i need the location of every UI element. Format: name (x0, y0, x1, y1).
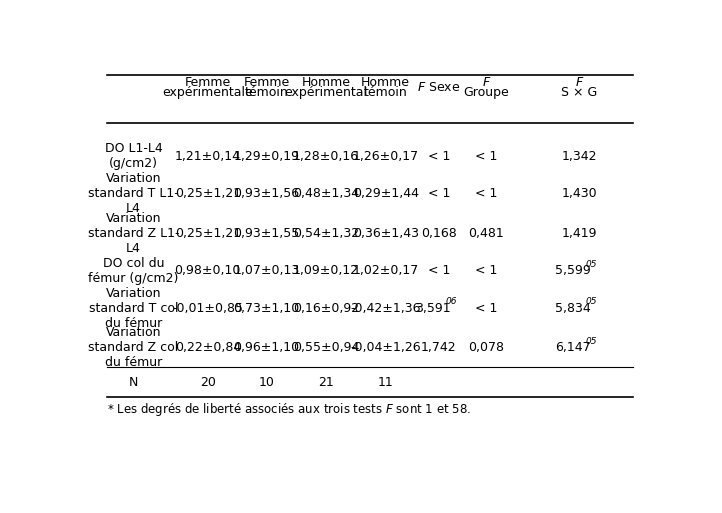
Text: $F$ Sexe: $F$ Sexe (417, 81, 461, 94)
Text: 10: 10 (258, 376, 274, 389)
Text: 0,25±1,21: 0,25±1,21 (175, 227, 241, 240)
Text: 0,22±0,84: 0,22±0,84 (175, 342, 241, 354)
Text: témoin: témoin (364, 86, 407, 99)
Text: 1,07±0,13: 1,07±0,13 (233, 264, 300, 278)
Text: expérimental: expérimental (284, 86, 367, 99)
Text: 1,21±0,14: 1,21±0,14 (175, 150, 240, 163)
Text: 0,96±1,10: 0,96±1,10 (233, 342, 300, 354)
Text: Homme: Homme (361, 75, 410, 89)
Text: DO col du
fémur (g/cm2): DO col du fémur (g/cm2) (88, 257, 179, 285)
Text: 0,93±1,56: 0,93±1,56 (233, 187, 300, 201)
Text: Femme: Femme (243, 75, 290, 89)
Text: 05: 05 (586, 260, 597, 269)
Text: < 1: < 1 (475, 187, 497, 201)
Text: 0,54±1,32: 0,54±1,32 (293, 227, 359, 240)
Text: 0,48±1,34: 0,48±1,34 (293, 187, 359, 201)
Text: 1,28±0,16: 1,28±0,16 (293, 150, 359, 163)
Text: < 1: < 1 (427, 187, 450, 201)
Text: < 1: < 1 (475, 150, 497, 163)
Text: 0,16±0,92: 0,16±0,92 (293, 302, 359, 315)
Text: 1,29±0,19: 1,29±0,19 (233, 150, 300, 163)
Text: 0,93±1,55: 0,93±1,55 (233, 227, 300, 240)
Text: témoin: témoin (245, 86, 288, 99)
Text: 0,36±1,43: 0,36±1,43 (352, 227, 419, 240)
Text: 1,419: 1,419 (562, 227, 597, 240)
Text: Groupe: Groupe (464, 86, 509, 99)
Text: S × G: S × G (561, 86, 597, 99)
Text: Homme: Homme (302, 75, 351, 89)
Text: 05: 05 (586, 337, 597, 346)
Text: 1,09±0,12: 1,09±0,12 (293, 264, 359, 278)
Text: < 1: < 1 (475, 302, 497, 315)
Text: 0,481: 0,481 (469, 227, 504, 240)
Text: 11: 11 (378, 376, 393, 389)
Text: Femme: Femme (185, 75, 231, 89)
Text: 1,430: 1,430 (562, 187, 597, 201)
Text: 0,73±1,10: 0,73±1,10 (233, 302, 300, 315)
Text: 1,342: 1,342 (562, 150, 597, 163)
Text: 05: 05 (586, 297, 597, 306)
Text: 0,078: 0,078 (469, 342, 505, 354)
Text: $F$: $F$ (575, 75, 584, 89)
Text: 5,834: 5,834 (554, 302, 591, 315)
Text: Variation
standard Z L1-
L4: Variation standard Z L1- L4 (88, 212, 179, 255)
Text: expérimentale: expérimentale (162, 86, 253, 99)
Text: 21: 21 (318, 376, 334, 389)
Text: N: N (129, 376, 139, 389)
Text: < 1: < 1 (427, 264, 450, 278)
Text: $F$: $F$ (482, 75, 491, 89)
Text: 1,02±0,17: 1,02±0,17 (352, 264, 419, 278)
Text: 1,26±0,17: 1,26±0,17 (352, 150, 419, 163)
Text: 0,98±0,10: 0,98±0,10 (175, 264, 241, 278)
Text: Variation
standard T L1-
L4: Variation standard T L1- L4 (88, 172, 179, 215)
Text: 3,591: 3,591 (415, 302, 451, 315)
Text: -0,42±1,36: -0,42±1,36 (350, 302, 421, 315)
Text: 06: 06 (445, 297, 457, 306)
Text: 6,147: 6,147 (554, 342, 591, 354)
Text: 20: 20 (200, 376, 216, 389)
Text: 5,599: 5,599 (554, 264, 591, 278)
Text: Variation
standard Z col
du fémur: Variation standard Z col du fémur (89, 326, 179, 369)
Text: -0,01±0,85: -0,01±0,85 (173, 302, 243, 315)
Text: 0,25±1,21: 0,25±1,21 (175, 187, 241, 201)
Text: -0,04±1,26: -0,04±1,26 (350, 342, 421, 354)
Text: < 1: < 1 (427, 150, 450, 163)
Text: DO L1-L4
(g/cm2): DO L1-L4 (g/cm2) (105, 143, 162, 170)
Text: Variation
standard T col
du fémur: Variation standard T col du fémur (89, 287, 178, 330)
Text: 0,168: 0,168 (421, 227, 457, 240)
Text: * Les degrés de liberté associés aux trois tests $F$ sont 1 et 58.: * Les degrés de liberté associés aux tro… (107, 401, 471, 418)
Text: 0,29±1,44: 0,29±1,44 (352, 187, 419, 201)
Text: 0,55±0,94: 0,55±0,94 (293, 342, 360, 354)
Text: 1,742: 1,742 (421, 342, 456, 354)
Text: < 1: < 1 (475, 264, 497, 278)
